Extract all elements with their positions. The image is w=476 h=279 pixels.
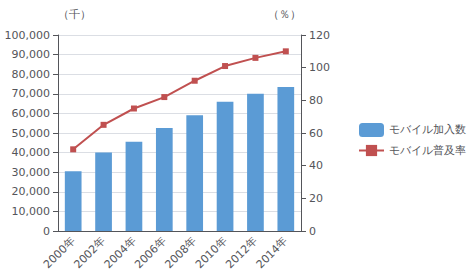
svg-text:50,000: 50,000 [12, 127, 51, 140]
svg-text:40: 40 [309, 159, 323, 172]
svg-text:40,000: 40,000 [12, 146, 51, 159]
svg-text:80,000: 80,000 [12, 68, 51, 81]
svg-text:90,000: 90,000 [12, 48, 51, 61]
svg-text:（千）: （千） [58, 8, 91, 21]
svg-text:2012年: 2012年 [223, 234, 260, 271]
svg-text:モバイル加入数: モバイル加入数 [389, 123, 466, 136]
svg-text:（％）: （％） [268, 8, 301, 21]
svg-text:30,000: 30,000 [12, 166, 51, 179]
svg-text:2004年: 2004年 [102, 234, 139, 271]
svg-text:0: 0 [43, 225, 50, 238]
svg-text:100: 100 [309, 61, 330, 74]
svg-text:10,000: 10,000 [12, 205, 51, 218]
svg-text:20,000: 20,000 [12, 185, 51, 198]
svg-text:20: 20 [309, 192, 323, 205]
svg-text:モバイル普及率: モバイル普及率 [389, 144, 466, 157]
svg-text:2000年: 2000年 [41, 234, 78, 271]
svg-text:120: 120 [309, 29, 330, 42]
svg-text:70,000: 70,000 [12, 87, 51, 100]
svg-text:60,000: 60,000 [12, 107, 51, 120]
svg-text:60: 60 [309, 127, 323, 140]
svg-text:100,000: 100,000 [5, 29, 51, 42]
svg-text:2002年: 2002年 [71, 234, 108, 271]
svg-text:2014年: 2014年 [254, 234, 291, 271]
svg-text:2006年: 2006年 [132, 234, 169, 271]
svg-text:0: 0 [309, 225, 316, 238]
svg-text:2008年: 2008年 [163, 234, 200, 271]
svg-text:80: 80 [309, 94, 323, 107]
svg-text:2010年: 2010年 [193, 234, 230, 271]
